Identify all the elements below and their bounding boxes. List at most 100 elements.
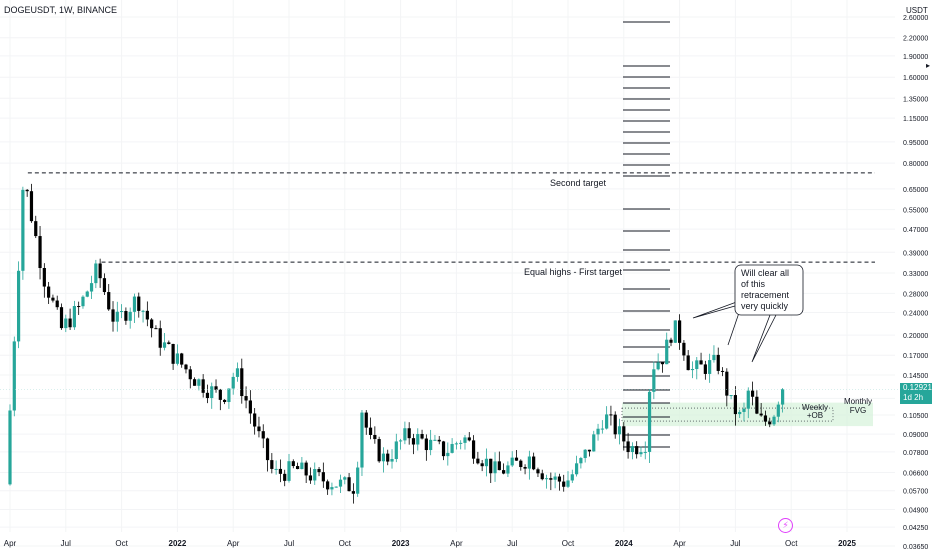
candle-body (291, 461, 295, 467)
candle-body (527, 456, 531, 469)
candle (313, 462, 317, 485)
candle (270, 453, 274, 474)
candle-body (55, 300, 59, 308)
candle-body (467, 437, 471, 441)
candle-body (304, 462, 308, 476)
target-levels: Second target Equal highs - First target (27, 172, 875, 277)
candle (145, 301, 149, 327)
candle (373, 426, 377, 444)
candle (77, 301, 81, 315)
candle (605, 406, 609, 430)
candle (613, 411, 617, 439)
y-tick-label: 0.05700 (903, 489, 928, 496)
x-tick-label: Apr (450, 539, 463, 548)
candle (291, 459, 295, 469)
candle (42, 263, 46, 298)
candle-body (257, 426, 261, 432)
candle-body (433, 439, 437, 441)
candle (566, 471, 570, 488)
candle (450, 438, 454, 454)
candle (429, 429, 433, 456)
candle-body (16, 270, 21, 342)
candle-body (111, 309, 115, 322)
candle-body (497, 461, 501, 471)
candle-body (600, 428, 604, 430)
candle (278, 459, 283, 483)
candle (738, 409, 742, 419)
candle (630, 442, 634, 460)
candle (617, 418, 622, 445)
candle (38, 225, 42, 280)
candle-body (205, 392, 210, 399)
monthly-fvg-label: Monthly (844, 397, 872, 406)
candle (416, 428, 420, 451)
candle-body (635, 446, 639, 455)
candle-body (403, 428, 407, 441)
candle-body (231, 376, 235, 389)
candle-body (583, 449, 587, 459)
candle (394, 433, 398, 463)
candle (476, 451, 480, 465)
candle (596, 423, 600, 441)
y-tick-label: 0.04900 (903, 507, 928, 514)
candle (583, 449, 587, 463)
x-tick-label: Jul (730, 539, 740, 548)
time-axis[interactable]: Apr Jul Oct 2022 Apr Jul Oct 2023 Apr Jul Oct 2024 A… (4, 539, 857, 548)
candle-body (356, 467, 360, 494)
candle (579, 456, 583, 469)
lightning-bolt-icon[interactable]: ⚡ (778, 518, 793, 533)
price-axis[interactable]: 2.60000 2.20000 1.90000 1.60000 1.35000 1.150… (903, 15, 928, 550)
candle-body (514, 457, 519, 461)
candle-body (364, 412, 368, 428)
candle-body (630, 446, 634, 453)
candle (626, 432, 630, 459)
candle (137, 292, 141, 318)
candle-body (463, 437, 467, 443)
candle-body (120, 311, 124, 313)
candle-body (68, 318, 72, 328)
candle (102, 273, 107, 296)
candle-body (295, 466, 300, 470)
scale-arrow-icon[interactable]: ▸ (926, 61, 931, 70)
y-tick-label: 0.80000 (903, 161, 928, 168)
y-tick-label: 0.65000 (903, 187, 928, 194)
candle-body (137, 296, 141, 311)
candle (647, 389, 652, 463)
candle (523, 464, 527, 475)
candle-body (248, 400, 252, 414)
y-tick-label: 0.95000 (903, 140, 928, 147)
candle (725, 368, 729, 407)
weekly-ob-label: +OB (807, 411, 823, 420)
candle-body (424, 438, 428, 451)
candle (304, 460, 308, 484)
candle-body (557, 476, 562, 482)
candle (759, 403, 763, 417)
candle-body (544, 478, 549, 480)
candle (180, 352, 184, 368)
candle (381, 447, 386, 473)
y-tick-label: 1.90000 (903, 54, 928, 61)
candle-body (334, 486, 338, 488)
monthly-fvg-zone (622, 402, 873, 427)
y-tick-label: 0.55000 (903, 208, 928, 215)
candle-body (351, 491, 355, 494)
candle (55, 295, 59, 310)
candle-body (227, 388, 231, 403)
candle-body (21, 189, 25, 271)
callout-box (734, 264, 804, 316)
candle-body (287, 461, 291, 481)
zone-labels: Monthly FVG Weekly +OB (802, 397, 872, 420)
candle-body (115, 311, 119, 322)
candle-body (89, 283, 94, 292)
candle-body (652, 369, 656, 392)
candle-body (317, 469, 321, 473)
candle-body (579, 458, 583, 464)
candle (326, 479, 330, 495)
candle-body (244, 396, 248, 401)
x-tick-label: Jul (61, 539, 71, 548)
candle-body (566, 480, 570, 487)
candle-body (330, 487, 334, 490)
candle-body (51, 297, 55, 301)
candle-body (536, 469, 540, 474)
